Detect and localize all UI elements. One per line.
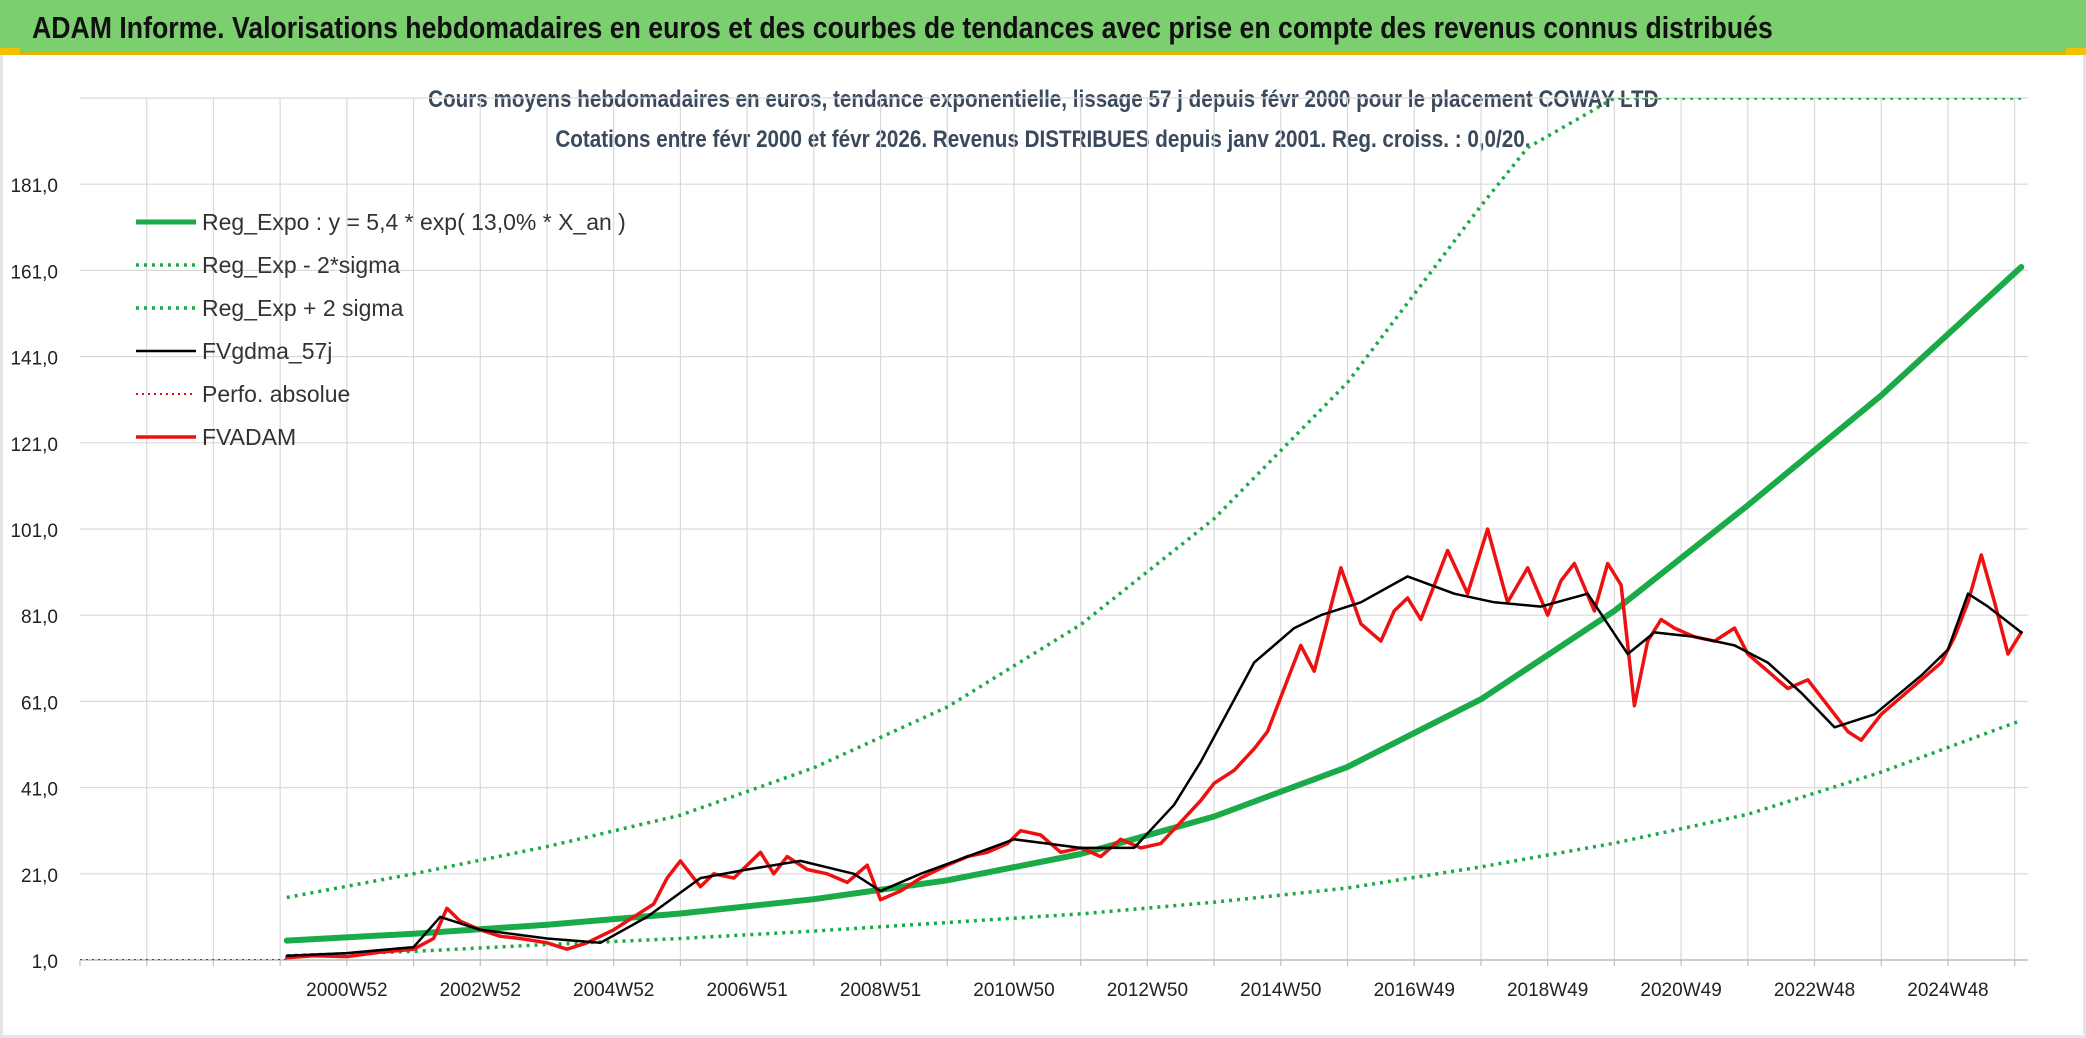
header-accent-right <box>2066 48 2086 55</box>
chart-title: Cours moyens hebdomadaires en euros, ten… <box>427 86 1659 113</box>
legend-label: Reg_Exp + 2 sigma <box>202 295 404 321</box>
header-accent-left <box>0 48 20 55</box>
y-tick-label: 101,0 <box>10 521 58 542</box>
x-tick-label: 2000W52 <box>306 980 387 1001</box>
legend: Reg_Expo : y = 5,4 * exp( 13,0% * X_an )… <box>136 209 626 450</box>
series-lines <box>80 98 2025 960</box>
header-bar: ADAM Informe. Valorisations hebdomadaire… <box>0 0 2086 55</box>
x-tick-label: 2024W48 <box>1907 980 1988 1001</box>
series-line-dotted-green <box>286 98 2022 900</box>
y-tick-label: 141,0 <box>10 349 58 370</box>
x-tick-label: 2006W51 <box>706 980 787 1001</box>
x-tick-label: 2020W49 <box>1640 980 1721 1001</box>
legend-label: Reg_Expo : y = 5,4 * exp( 13,0% * X_an ) <box>202 209 626 235</box>
chart-subtitle-wrap: Cotations entre févr 2000 et févr 2026. … <box>0 126 2086 154</box>
x-tick-label: 2004W52 <box>573 980 654 1001</box>
y-tick-label: 161,0 <box>10 262 58 283</box>
y-tick-label: 61,0 <box>21 693 58 714</box>
report-title: ADAM Informe. Valorisations hebdomadaire… <box>32 10 1773 45</box>
y-tick-label: 181,0 <box>10 176 58 197</box>
x-axis: 2000W52 2002W52 2004W52 2006W51 2008W51 2010W… <box>79 959 2028 1001</box>
y-axis: 1,0 21,0 41,0 61,0 81,0 101,0 121,0 141,0 161,0 1… <box>10 176 58 973</box>
series-line-thick-red <box>285 527 2024 960</box>
series-line-black <box>285 575 2023 957</box>
series-line-dotted-green <box>286 718 2022 958</box>
y-tick-label: 81,0 <box>21 607 58 628</box>
y-tick-label: 41,0 <box>21 780 58 801</box>
x-tick-label: 2008W51 <box>840 980 921 1001</box>
legend-label: FVgdma_57j <box>202 338 332 364</box>
x-tick-label: 2022W48 <box>1774 980 1855 1001</box>
y-tick-label: 21,0 <box>21 866 58 887</box>
x-tick-label: 2012W50 <box>1107 980 1188 1001</box>
chart-title-wrap: Cours moyens hebdomadaires en euros, ten… <box>0 86 2086 114</box>
x-tick-label: 2018W49 <box>1507 980 1588 1001</box>
x-tick-label: 2016W49 <box>1374 980 1455 1001</box>
x-tick-label: 2014W50 <box>1240 980 1321 1001</box>
legend-label: FVADAM <box>202 424 296 450</box>
chart-subtitle: Cotations entre févr 2000 et févr 2026. … <box>555 126 1531 153</box>
y-tick-label: 121,0 <box>10 435 58 456</box>
grid-lines <box>80 97 2028 961</box>
x-tick-label: 2002W52 <box>440 980 521 1001</box>
legend-label: Perfo. absolue <box>202 381 350 407</box>
x-tick-label: 2010W50 <box>973 980 1054 1001</box>
y-tick-label: 1,0 <box>32 952 58 973</box>
legend-label: Reg_Exp - 2*sigma <box>202 252 400 278</box>
